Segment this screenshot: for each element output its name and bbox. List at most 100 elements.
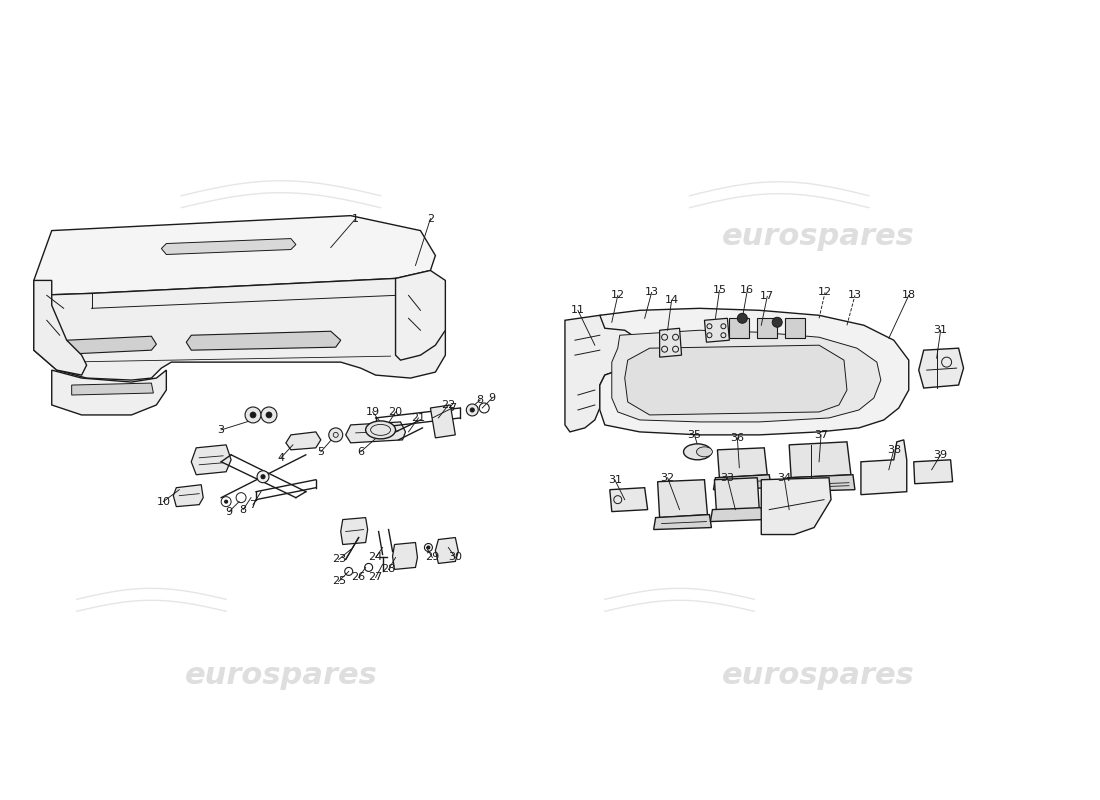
Ellipse shape xyxy=(365,421,396,439)
Circle shape xyxy=(466,404,478,416)
Polygon shape xyxy=(918,348,964,388)
Text: 38: 38 xyxy=(887,445,901,455)
Text: 12: 12 xyxy=(610,290,625,300)
Circle shape xyxy=(737,314,747,323)
Polygon shape xyxy=(785,474,855,492)
Polygon shape xyxy=(286,432,321,450)
Text: 17: 17 xyxy=(760,291,774,302)
Text: 26: 26 xyxy=(352,572,365,582)
Circle shape xyxy=(427,546,430,549)
Text: 27: 27 xyxy=(368,572,383,582)
Text: 29: 29 xyxy=(426,553,440,562)
Polygon shape xyxy=(52,370,166,415)
Polygon shape xyxy=(174,485,204,506)
Polygon shape xyxy=(72,383,153,395)
Text: 18: 18 xyxy=(902,290,916,300)
Text: 7: 7 xyxy=(250,500,256,510)
Text: 23: 23 xyxy=(332,554,345,565)
Polygon shape xyxy=(653,514,712,530)
Text: 36: 36 xyxy=(730,433,745,443)
Text: 1: 1 xyxy=(352,214,360,224)
Text: 8: 8 xyxy=(476,395,484,405)
Polygon shape xyxy=(711,508,763,522)
Text: 13: 13 xyxy=(645,287,659,298)
Circle shape xyxy=(245,407,261,423)
Polygon shape xyxy=(34,278,446,380)
Text: 19: 19 xyxy=(365,407,380,417)
Text: eurospares: eurospares xyxy=(185,661,377,690)
Text: 39: 39 xyxy=(934,450,948,460)
Text: 12: 12 xyxy=(818,287,832,298)
Text: 37: 37 xyxy=(814,430,828,440)
Polygon shape xyxy=(729,318,749,338)
Text: 2: 2 xyxy=(427,214,434,224)
Polygon shape xyxy=(660,328,682,357)
Text: 31: 31 xyxy=(608,474,622,485)
Polygon shape xyxy=(609,488,648,512)
Text: 28: 28 xyxy=(382,565,396,574)
Polygon shape xyxy=(914,460,953,484)
Circle shape xyxy=(329,428,343,442)
Text: 9: 9 xyxy=(226,506,233,517)
Circle shape xyxy=(261,407,277,423)
Polygon shape xyxy=(341,518,367,545)
Text: 4: 4 xyxy=(277,453,285,462)
Ellipse shape xyxy=(696,447,713,457)
Polygon shape xyxy=(34,216,436,295)
Polygon shape xyxy=(436,538,459,563)
Polygon shape xyxy=(704,318,729,342)
Polygon shape xyxy=(861,440,906,494)
Polygon shape xyxy=(757,318,778,338)
Circle shape xyxy=(471,408,474,412)
Text: 16: 16 xyxy=(740,286,755,295)
Text: 13: 13 xyxy=(848,290,862,300)
Polygon shape xyxy=(717,448,767,478)
Text: 35: 35 xyxy=(688,430,702,440)
Polygon shape xyxy=(789,442,851,478)
Polygon shape xyxy=(714,478,759,512)
Circle shape xyxy=(224,500,228,503)
Polygon shape xyxy=(658,480,707,518)
Text: 31: 31 xyxy=(934,326,947,335)
Text: 14: 14 xyxy=(664,295,679,306)
Polygon shape xyxy=(430,405,455,438)
Text: 11: 11 xyxy=(571,306,585,315)
Polygon shape xyxy=(625,345,847,415)
Text: eurospares: eurospares xyxy=(723,222,915,251)
Text: 6: 6 xyxy=(358,447,364,457)
Polygon shape xyxy=(393,542,418,570)
Ellipse shape xyxy=(683,444,712,460)
Polygon shape xyxy=(761,478,830,534)
Text: 22: 22 xyxy=(441,400,455,410)
Text: 7: 7 xyxy=(449,403,455,413)
Polygon shape xyxy=(612,330,881,422)
Text: 24: 24 xyxy=(368,553,383,562)
Polygon shape xyxy=(396,270,446,360)
Text: 33: 33 xyxy=(720,473,735,482)
Circle shape xyxy=(250,412,256,418)
Text: 9: 9 xyxy=(488,393,496,403)
Circle shape xyxy=(772,318,782,327)
Text: 5: 5 xyxy=(317,447,324,457)
Polygon shape xyxy=(34,281,87,375)
Text: 25: 25 xyxy=(332,576,345,586)
Circle shape xyxy=(257,470,270,482)
Polygon shape xyxy=(714,474,771,490)
Polygon shape xyxy=(600,308,909,435)
Text: 30: 30 xyxy=(449,553,462,562)
Text: 3: 3 xyxy=(218,425,224,435)
Polygon shape xyxy=(345,422,406,443)
Circle shape xyxy=(261,474,265,478)
Text: 10: 10 xyxy=(156,497,170,506)
Polygon shape xyxy=(565,315,645,432)
Text: 8: 8 xyxy=(240,505,246,514)
Polygon shape xyxy=(191,445,231,474)
Text: eurospares: eurospares xyxy=(723,661,915,690)
Circle shape xyxy=(266,412,272,418)
Polygon shape xyxy=(785,318,805,338)
Polygon shape xyxy=(62,336,156,354)
Text: 15: 15 xyxy=(713,286,726,295)
Text: 20: 20 xyxy=(388,407,403,417)
Text: eurospares: eurospares xyxy=(185,222,377,251)
Text: 21: 21 xyxy=(411,413,426,423)
